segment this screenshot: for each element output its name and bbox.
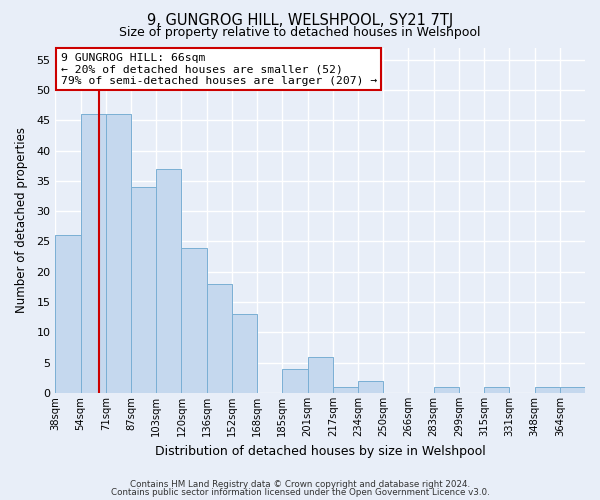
Bar: [560, 387, 585, 393]
Text: Contains HM Land Registry data © Crown copyright and database right 2024.: Contains HM Land Registry data © Crown c…: [130, 480, 470, 489]
Bar: [55, 236, 80, 393]
Bar: [333, 387, 358, 393]
Text: Contains public sector information licensed under the Open Government Licence v3: Contains public sector information licen…: [110, 488, 490, 497]
Bar: [358, 381, 383, 393]
Bar: [106, 114, 131, 393]
Text: 9, GUNGROG HILL, WELSHPOOL, SY21 7TJ: 9, GUNGROG HILL, WELSHPOOL, SY21 7TJ: [147, 12, 453, 28]
Bar: [181, 248, 206, 393]
Bar: [308, 356, 333, 393]
Text: Size of property relative to detached houses in Welshpool: Size of property relative to detached ho…: [119, 26, 481, 39]
Bar: [80, 114, 106, 393]
Bar: [206, 284, 232, 393]
Bar: [131, 187, 156, 393]
Text: 9 GUNGROG HILL: 66sqm
← 20% of detached houses are smaller (52)
79% of semi-deta: 9 GUNGROG HILL: 66sqm ← 20% of detached …: [61, 52, 377, 86]
Bar: [283, 369, 308, 393]
Bar: [232, 314, 257, 393]
Bar: [434, 387, 459, 393]
Y-axis label: Number of detached properties: Number of detached properties: [15, 128, 28, 314]
X-axis label: Distribution of detached houses by size in Welshpool: Distribution of detached houses by size …: [155, 444, 485, 458]
Bar: [156, 168, 181, 393]
Bar: [484, 387, 509, 393]
Bar: [535, 387, 560, 393]
